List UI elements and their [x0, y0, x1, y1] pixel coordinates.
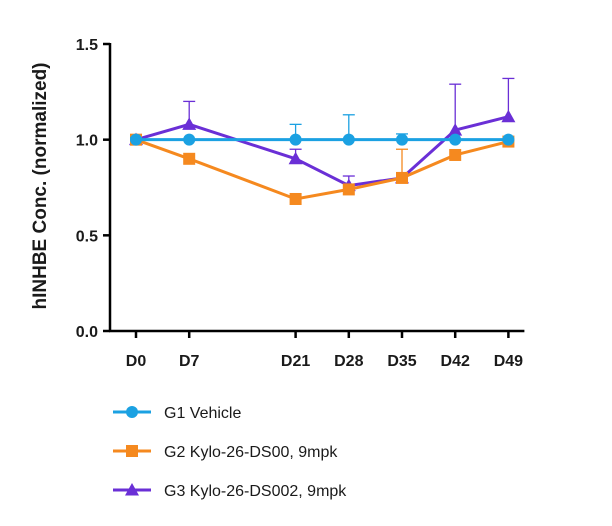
- data-point: [183, 152, 196, 165]
- x-tick-label: D0: [126, 353, 147, 370]
- data-point: [182, 117, 197, 130]
- x-tick-label: D21: [281, 353, 310, 370]
- plot-area: 0.0 0.5 1.0 1.5 D0 D7 D21 D28 D35 D42 D49: [76, 37, 525, 370]
- series-1: [130, 114, 515, 146]
- y-tick-label: 0.0: [76, 324, 98, 341]
- data-point: [449, 133, 462, 146]
- legend-label: G1 Vehicle: [164, 405, 241, 422]
- data-point: [289, 192, 302, 205]
- data-point: [342, 133, 355, 146]
- data-point: [288, 151, 303, 165]
- y-tick-label: 1.5: [76, 37, 98, 54]
- data-point: [501, 109, 516, 123]
- data-point: [396, 133, 408, 146]
- legend-swatch-marker: [125, 483, 139, 496]
- data-point: [183, 133, 196, 146]
- data-point: [289, 133, 302, 146]
- legend-item: G1 Vehicle: [113, 405, 241, 422]
- data-point: [502, 133, 515, 146]
- x-tick-label: D35: [387, 353, 416, 370]
- y-tick-label: 1.0: [76, 133, 98, 150]
- x-tick-label: D28: [334, 353, 363, 370]
- legend-item: G3 Kylo-26-DS002, 9mpk: [113, 483, 347, 500]
- data-point: [130, 133, 142, 146]
- data-point: [448, 123, 463, 136]
- data-point: [342, 183, 355, 196]
- x-tick-label: D49: [494, 353, 523, 370]
- legend-label: G3 Kylo-26-DS002, 9mpk: [164, 483, 347, 500]
- x-tick-label: D7: [179, 353, 200, 370]
- legend: G1 Vehicle G2 Kylo-26-DS00, 9mpk G3 Kylo-2…: [113, 405, 347, 500]
- legend-swatch-marker: [126, 406, 138, 418]
- data-point: [449, 148, 462, 161]
- y-axis-title: hINHBE Conc. (normalized): [30, 62, 51, 309]
- series-line: [135, 138, 509, 201]
- legend-swatch-marker: [126, 445, 138, 457]
- x-tick-label: D42: [441, 353, 470, 370]
- y-tick-label: 0.5: [76, 228, 98, 245]
- data-point: [396, 171, 408, 184]
- legend-label: G2 Kylo-26-DS00, 9mpk: [164, 444, 338, 461]
- legend-item: G2 Kylo-26-DS00, 9mpk: [113, 444, 338, 461]
